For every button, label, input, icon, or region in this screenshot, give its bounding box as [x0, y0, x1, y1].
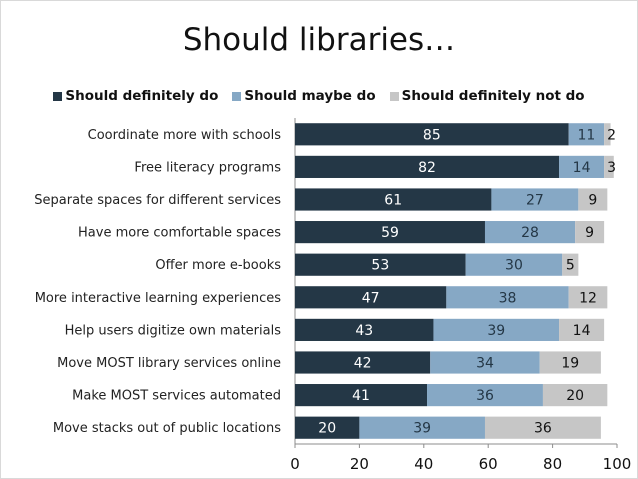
category-label: Make MOST services automated: [72, 389, 281, 404]
bar-segment: [295, 155, 560, 178]
bar-value-label: 53: [371, 258, 389, 274]
bar-value-label: 3: [607, 160, 616, 176]
bar-segment: [542, 384, 608, 407]
bar-segment: [575, 221, 605, 244]
bar-segment: [559, 155, 605, 178]
bar-segment: [430, 351, 540, 374]
bar-segment: [562, 253, 579, 276]
bar-value-label: 41: [352, 388, 370, 404]
bar-segment: [568, 123, 605, 146]
bar-segment: [491, 188, 579, 211]
bar-segment: [604, 123, 611, 146]
category-label: Separate spaces for different services: [34, 193, 281, 208]
x-tick-label: 60: [479, 455, 498, 473]
bar-value-label: 47: [362, 290, 380, 306]
bar-segment: [295, 123, 569, 146]
bar-segment: [427, 384, 543, 407]
bar-value-label: 14: [573, 160, 591, 176]
category-label: Coordinate more with schools: [88, 128, 282, 143]
bar-value-label: 12: [579, 290, 597, 306]
legend-label-definitely-not-do: Should definitely not do: [401, 88, 585, 104]
bar-segment: [295, 351, 431, 374]
bar-value-label: 5: [566, 258, 575, 274]
bar-segment: [559, 318, 605, 341]
x-tick-label: 100: [603, 455, 632, 473]
bar-value-label: 59: [381, 225, 399, 241]
legend-label-definitely-do: Should definitely do: [65, 88, 219, 104]
bar-value-label: 34: [476, 356, 494, 372]
bar-segment: [578, 188, 608, 211]
bar-value-label: 39: [413, 421, 431, 437]
bar-segment: [604, 155, 614, 178]
bar-segment: [295, 416, 360, 439]
legend-item-maybe-do: Should maybe do: [232, 88, 376, 104]
legend-swatch-definitely-not-do: [389, 91, 399, 101]
bar-segment: [295, 384, 428, 407]
category-label: Offer more e-books: [155, 258, 281, 273]
bar-segment: [484, 416, 601, 439]
bar-value-label: 20: [318, 421, 336, 437]
category-label: More interactive learning experiences: [35, 291, 282, 306]
x-tick-label: 40: [414, 455, 433, 473]
bar-value-label: 2: [607, 127, 616, 143]
bar-value-label: 82: [418, 160, 436, 176]
category-label: Move MOST library services online: [57, 356, 281, 371]
bar-value-label: 14: [573, 323, 591, 339]
bar-value-label: 9: [588, 193, 597, 209]
bar-value-label: 30: [505, 258, 523, 274]
bar-segment: [446, 286, 569, 309]
bar-segment: [359, 416, 485, 439]
chart-title: Should libraries…: [182, 22, 456, 58]
bar-segment: [484, 221, 576, 244]
category-label: Free literacy programs: [134, 160, 281, 175]
legend-item-definitely-not-do: Should definitely not do: [389, 88, 585, 104]
bar-segment: [295, 253, 466, 276]
legend-swatch-definitely-do: [53, 91, 63, 101]
x-tick-label: 0: [290, 455, 300, 473]
bar-segment: [539, 351, 601, 374]
category-label: Help users digitize own materials: [65, 323, 282, 338]
bar-segment: [465, 253, 563, 276]
legend-item-definitely-do: Should definitely do: [53, 88, 218, 104]
bar-segment: [433, 318, 560, 341]
bar-value-label: 61: [384, 193, 402, 209]
bar-segment: [568, 286, 608, 309]
bar-value-label: 19: [561, 356, 579, 372]
category-label: Move stacks out of public locations: [53, 421, 281, 436]
bar-value-label: 9: [585, 225, 594, 241]
legend: Should definitely do Should maybe do Sho…: [0, 88, 638, 104]
x-tick-label: 20: [350, 455, 369, 473]
bar-value-label: 42: [354, 356, 372, 372]
x-tick-label: 80: [543, 455, 562, 473]
bar-segment: [295, 188, 492, 211]
bar-value-label: 36: [476, 388, 494, 404]
bar-segment: [295, 286, 447, 309]
bar-value-label: 39: [487, 323, 505, 339]
bar-value-label: 85: [423, 127, 441, 143]
bar-value-label: 27: [526, 193, 544, 209]
bar-value-label: 38: [499, 290, 517, 306]
bar-value-label: 11: [577, 127, 595, 143]
bar-segment: [295, 318, 434, 341]
bar-value-label: 20: [566, 388, 584, 404]
legend-swatch-maybe-do: [232, 91, 242, 101]
category-label: Have more comfortable spaces: [78, 226, 281, 241]
bar-value-label: 36: [534, 421, 552, 437]
legend-label-maybe-do: Should maybe do: [244, 88, 376, 104]
bar-segment: [295, 221, 485, 244]
bar-value-label: 43: [355, 323, 373, 339]
bar-value-label: 28: [521, 225, 539, 241]
